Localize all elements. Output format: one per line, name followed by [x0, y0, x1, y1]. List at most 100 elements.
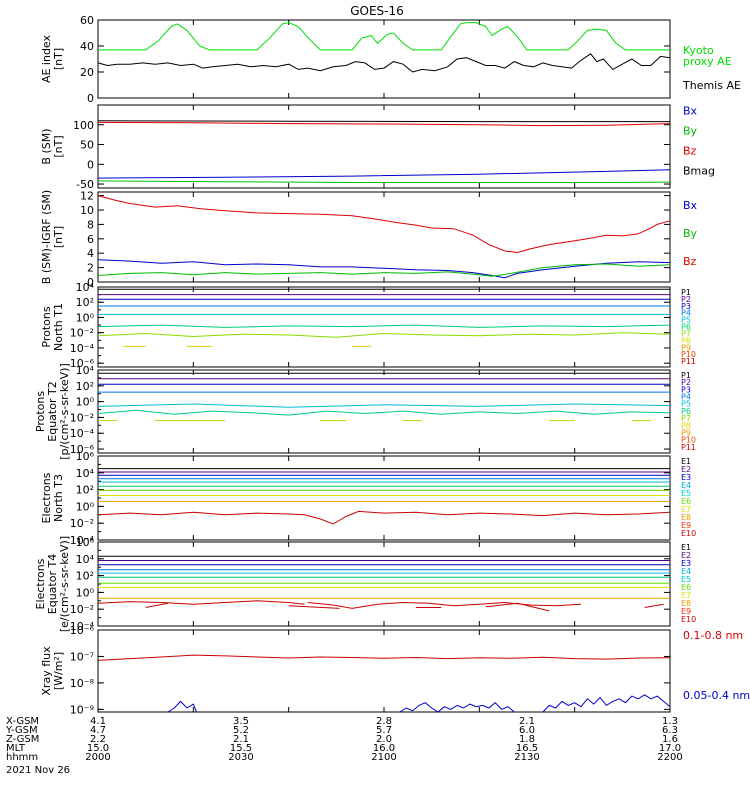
y-axis-label-pn: Protons: [40, 306, 53, 347]
y-tick-label-ee: 10⁰: [76, 586, 95, 599]
y-tick-label-pn: 10⁻⁶: [70, 357, 95, 370]
legend-entry-ee: E4: [681, 567, 691, 576]
x-axis-value: 2200: [657, 752, 682, 763]
x-axis-value: 4.7: [90, 725, 106, 736]
x-axis-value: 16.5: [516, 743, 538, 754]
x-axis-value: 2.1: [519, 716, 535, 727]
legend-entry-pe: P1: [681, 371, 691, 380]
legend-entry-en: E8: [681, 513, 691, 522]
series-line-xray-3: [542, 694, 671, 713]
x-axis-value: 2.2: [90, 734, 106, 745]
series-line-xray-0: [97, 654, 671, 661]
series-line-bsm-3: [97, 180, 671, 183]
x-axis-value: 6.3: [662, 725, 678, 736]
x-axis-value: 16.0: [373, 743, 395, 754]
series-line-ae-1: [97, 53, 671, 73]
y-tick-label-bigrf: 2: [87, 262, 94, 275]
y-axis-label-ee: [e/(cm²-s-sr-keV)]: [58, 536, 71, 632]
series-line-en-9: [97, 510, 671, 525]
series-line-xray-1: [167, 700, 197, 713]
y-tick-label-bsm: -50: [76, 178, 94, 191]
panel-frame-ee: [97, 541, 671, 627]
legend-entry-en: E2: [681, 465, 691, 474]
legend-entry-en: E3: [681, 473, 691, 482]
y-tick-label-pe: 10²: [76, 380, 94, 393]
y-tick-label-bsm: 0: [87, 158, 94, 171]
series-line-ee-9: [97, 600, 305, 605]
y-tick-label-xray: 10⁻⁶: [70, 624, 95, 637]
y-tick-label-bigrf: 12: [80, 190, 94, 203]
legend-entry-bsm: Bmag: [683, 165, 715, 178]
series-line-pe-5: [97, 409, 671, 416]
series-line-ee-14: [485, 602, 550, 612]
x-axis-row-label: Z-GSM: [6, 734, 39, 745]
y-tick-label-pn: 10⁻⁴: [70, 342, 95, 355]
legend-entry-pe: P2: [681, 378, 691, 387]
y-tick-label-pn: 10⁻²: [70, 327, 94, 340]
panel-frame-pe: [97, 369, 671, 454]
x-axis-value: 2.0: [376, 734, 392, 745]
y-tick-label-bigrf: 0: [87, 276, 94, 289]
legend-entry-en: E4: [681, 481, 691, 490]
legend-entry-pe: P6: [681, 407, 691, 416]
legend-entry-pe: P3: [681, 385, 691, 394]
series-line-bsm-0: [97, 120, 670, 123]
y-axis-label-ae: [nT]: [52, 48, 65, 70]
x-axis-value: 2030: [228, 752, 253, 763]
y-tick-label-pe: 10⁻⁶: [70, 443, 95, 456]
legend-entry-bigrf: By: [683, 227, 698, 240]
y-tick-label-bigrf: 6: [87, 233, 94, 246]
legend-entry-en: E5: [681, 489, 691, 498]
legend-entry-pn: P9: [681, 343, 691, 352]
y-tick-label-bsm: 100: [73, 119, 94, 132]
y-tick-label-xray: 10⁻⁹: [70, 703, 94, 716]
legend-entry-pn: P1: [681, 288, 691, 297]
legend-entry-pe: P11: [681, 443, 696, 452]
y-axis-label-ee: Electrons: [34, 558, 47, 609]
legend-entry-ee: E9: [681, 607, 691, 616]
y-axis-label-pn: North T1: [52, 303, 65, 351]
y-axis-label-bigrf: B (SM)-IGRF (SM): [40, 190, 53, 284]
x-axis-value: 2.1: [233, 734, 249, 745]
legend-entry-ee: E8: [681, 599, 691, 608]
x-axis-value: 1.6: [662, 734, 678, 745]
y-tick-label-en: 10⁻⁴: [70, 534, 95, 547]
y-tick-label-en: 10⁶: [76, 450, 95, 463]
x-axis-value: 2000: [85, 752, 110, 763]
legend-entry-bsm: By: [683, 125, 698, 138]
legend-entry-en: E1: [681, 457, 691, 466]
chart-title: GOES-16: [350, 4, 404, 18]
series-line-bsm-1: [97, 121, 671, 127]
x-axis-row-label: hhmm: [6, 752, 38, 763]
y-tick-label-ae: 20: [80, 66, 94, 79]
x-axis-value: 5.7: [376, 725, 392, 736]
x-axis-value: 6.0: [519, 725, 535, 736]
y-tick-label-ae: 40: [80, 40, 94, 53]
y-tick-label-en: 10⁴: [76, 467, 95, 480]
y-tick-label-pn: 10⁴: [76, 281, 95, 294]
y-tick-label-ee: 10⁴: [76, 553, 95, 566]
legend-entry-ee: E7: [681, 591, 691, 600]
y-axis-label-bigrf: [nT]: [52, 226, 65, 248]
x-axis-row-label: X-GSM: [6, 716, 39, 727]
y-tick-label-ee: 10²: [76, 570, 94, 583]
legend-entry-pn: P3: [681, 302, 691, 311]
x-axis-row-label: MLT: [6, 743, 26, 754]
legend-entry-xray: 0.1-0.8 nm: [683, 629, 743, 642]
x-axis-value: 15.0: [87, 743, 109, 754]
date-label: 2021 Nov 26: [6, 765, 70, 776]
y-tick-label-ae: 60: [80, 14, 94, 27]
y-tick-label-bigrf: 10: [80, 204, 94, 217]
y-axis-label-pe: [p/(cm²-s-sr-keV)]: [58, 363, 71, 460]
legend-entry-en: E10: [681, 529, 696, 538]
legend-entry-pn: P11: [681, 357, 696, 366]
legend-entry-ee: E10: [681, 615, 696, 624]
legend-entry-xray: 0.05-0.4 nm: [683, 689, 750, 702]
legend-entry-pe: P5: [681, 400, 691, 409]
panel-frame-xray: [97, 629, 671, 713]
legend-entry-ee: E5: [681, 575, 691, 584]
series-line-xray-2: [399, 702, 515, 713]
legend-entry-bigrf: Bz: [683, 255, 697, 268]
x-axis-value: 5.2: [233, 725, 249, 736]
